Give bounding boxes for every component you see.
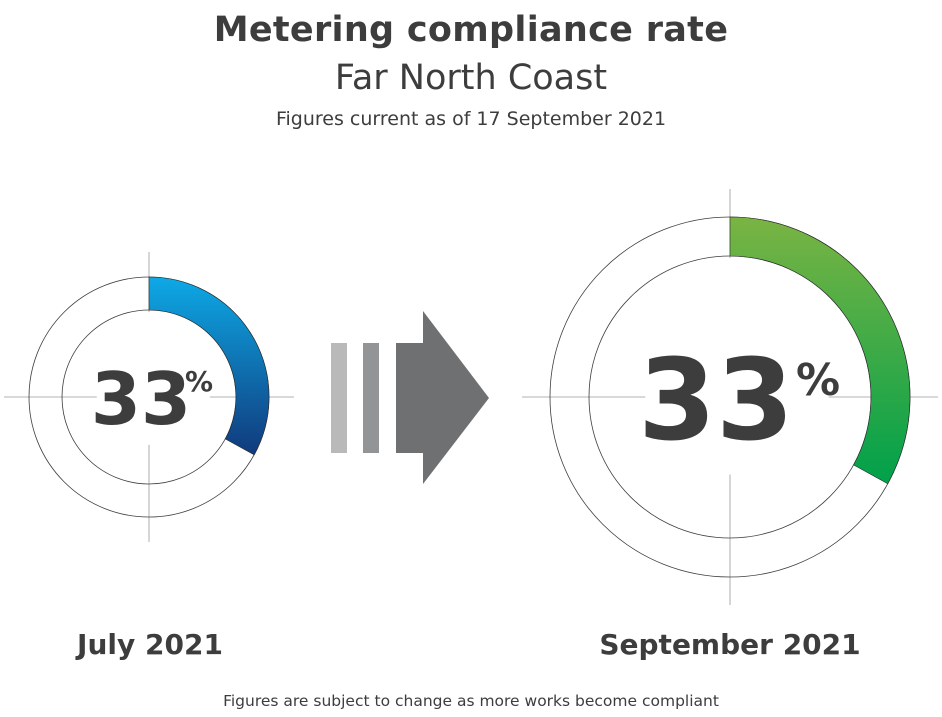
- september-value-label: 33: [638, 336, 794, 466]
- september-value-arc: [729, 216, 911, 485]
- july-donut: 33 %: [4, 252, 294, 542]
- chart-subtitle: Far North Coast: [334, 58, 608, 98]
- arrow-bar-light: [331, 343, 347, 453]
- july-value-label: 33: [91, 357, 191, 441]
- july-period-label: July 2021: [77, 628, 223, 661]
- arrow-bar-mid: [363, 343, 379, 453]
- july-value-arc: [148, 276, 270, 456]
- data-currency-note: Figures current as of 17 September 2021: [275, 108, 667, 130]
- september-percent-sign: %: [796, 355, 840, 406]
- transition-arrow: [331, 311, 489, 484]
- arrow-icon: [396, 311, 489, 484]
- september-period-label: September 2021: [599, 628, 861, 661]
- footer-disclaimer: Figures are subject to change as more wo…: [223, 692, 719, 710]
- july-percent-sign: %: [185, 365, 213, 398]
- chart-title: Metering compliance rate: [213, 10, 729, 50]
- september-donut: 33 %: [522, 189, 938, 605]
